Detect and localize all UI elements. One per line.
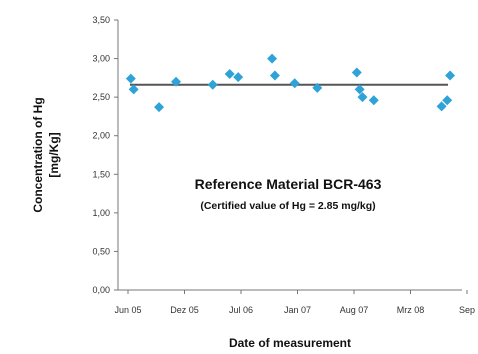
y-tick-label: 2,00 <box>92 131 110 141</box>
data-point <box>154 102 165 113</box>
data-point <box>233 72 244 83</box>
data-point <box>269 70 280 81</box>
data-points <box>125 53 456 113</box>
data-point <box>289 78 300 89</box>
data-point <box>445 70 456 81</box>
data-point <box>224 69 235 79</box>
y-tick-label: 0,50 <box>92 246 110 256</box>
y-tick-group: 0,00 0,50 1,00 1,50 2,00 2,50 3,00 3,50 <box>92 15 118 295</box>
x-tick-label: Aug 07 <box>340 305 369 315</box>
y-tick-label: 3,00 <box>92 54 110 64</box>
chart-title: Reference Material BCR-463 <box>195 176 382 192</box>
data-point <box>312 82 323 93</box>
x-tick-label: Jul 06 <box>229 305 253 315</box>
x-tick-label: Jan 07 <box>284 305 311 315</box>
data-point <box>357 92 368 103</box>
x-tick-label: Mrz 08 <box>397 305 425 315</box>
y-axis: 0,00 0,50 1,00 1,50 2,00 2,50 3,00 3,50 <box>92 15 119 295</box>
chart-subtitle: (Certified value of Hg = 2.85 mg/kg) <box>200 200 375 212</box>
data-point <box>128 84 139 95</box>
y-axis-title-line1: Concentration of Hg <box>31 97 45 212</box>
data-point <box>207 79 218 90</box>
y-tick-label: 0,00 <box>92 285 110 295</box>
data-point <box>354 84 365 95</box>
y-tick-label: 2,50 <box>92 92 110 102</box>
x-axis-title: Date of measurement <box>229 336 351 350</box>
y-axis-title-line2: [mg/Kg] <box>47 132 61 177</box>
data-point <box>436 101 447 112</box>
x-tick-label: Dez 05 <box>170 305 199 315</box>
y-tick-label: 1,50 <box>92 169 110 179</box>
x-tick-label: Jun 05 <box>114 305 141 315</box>
x-tick-group: Jun 05 Dez 05 Jul 06 Jan 07 Aug 07 Mrz 08 Sep <box>114 290 475 315</box>
x-tick-label: Sep <box>459 305 475 315</box>
data-point <box>267 53 278 64</box>
y-tick-label: 1,00 <box>92 208 110 218</box>
data-point <box>442 95 453 106</box>
data-point <box>171 76 182 87</box>
x-axis: Jun 05 Dez 05 Jul 06 Jan 07 Aug 07 Mrz 08 Sep <box>114 289 475 315</box>
data-point <box>368 95 379 106</box>
data-point <box>351 67 362 78</box>
y-tick-label: 3,50 <box>92 15 110 25</box>
data-point <box>125 73 136 84</box>
